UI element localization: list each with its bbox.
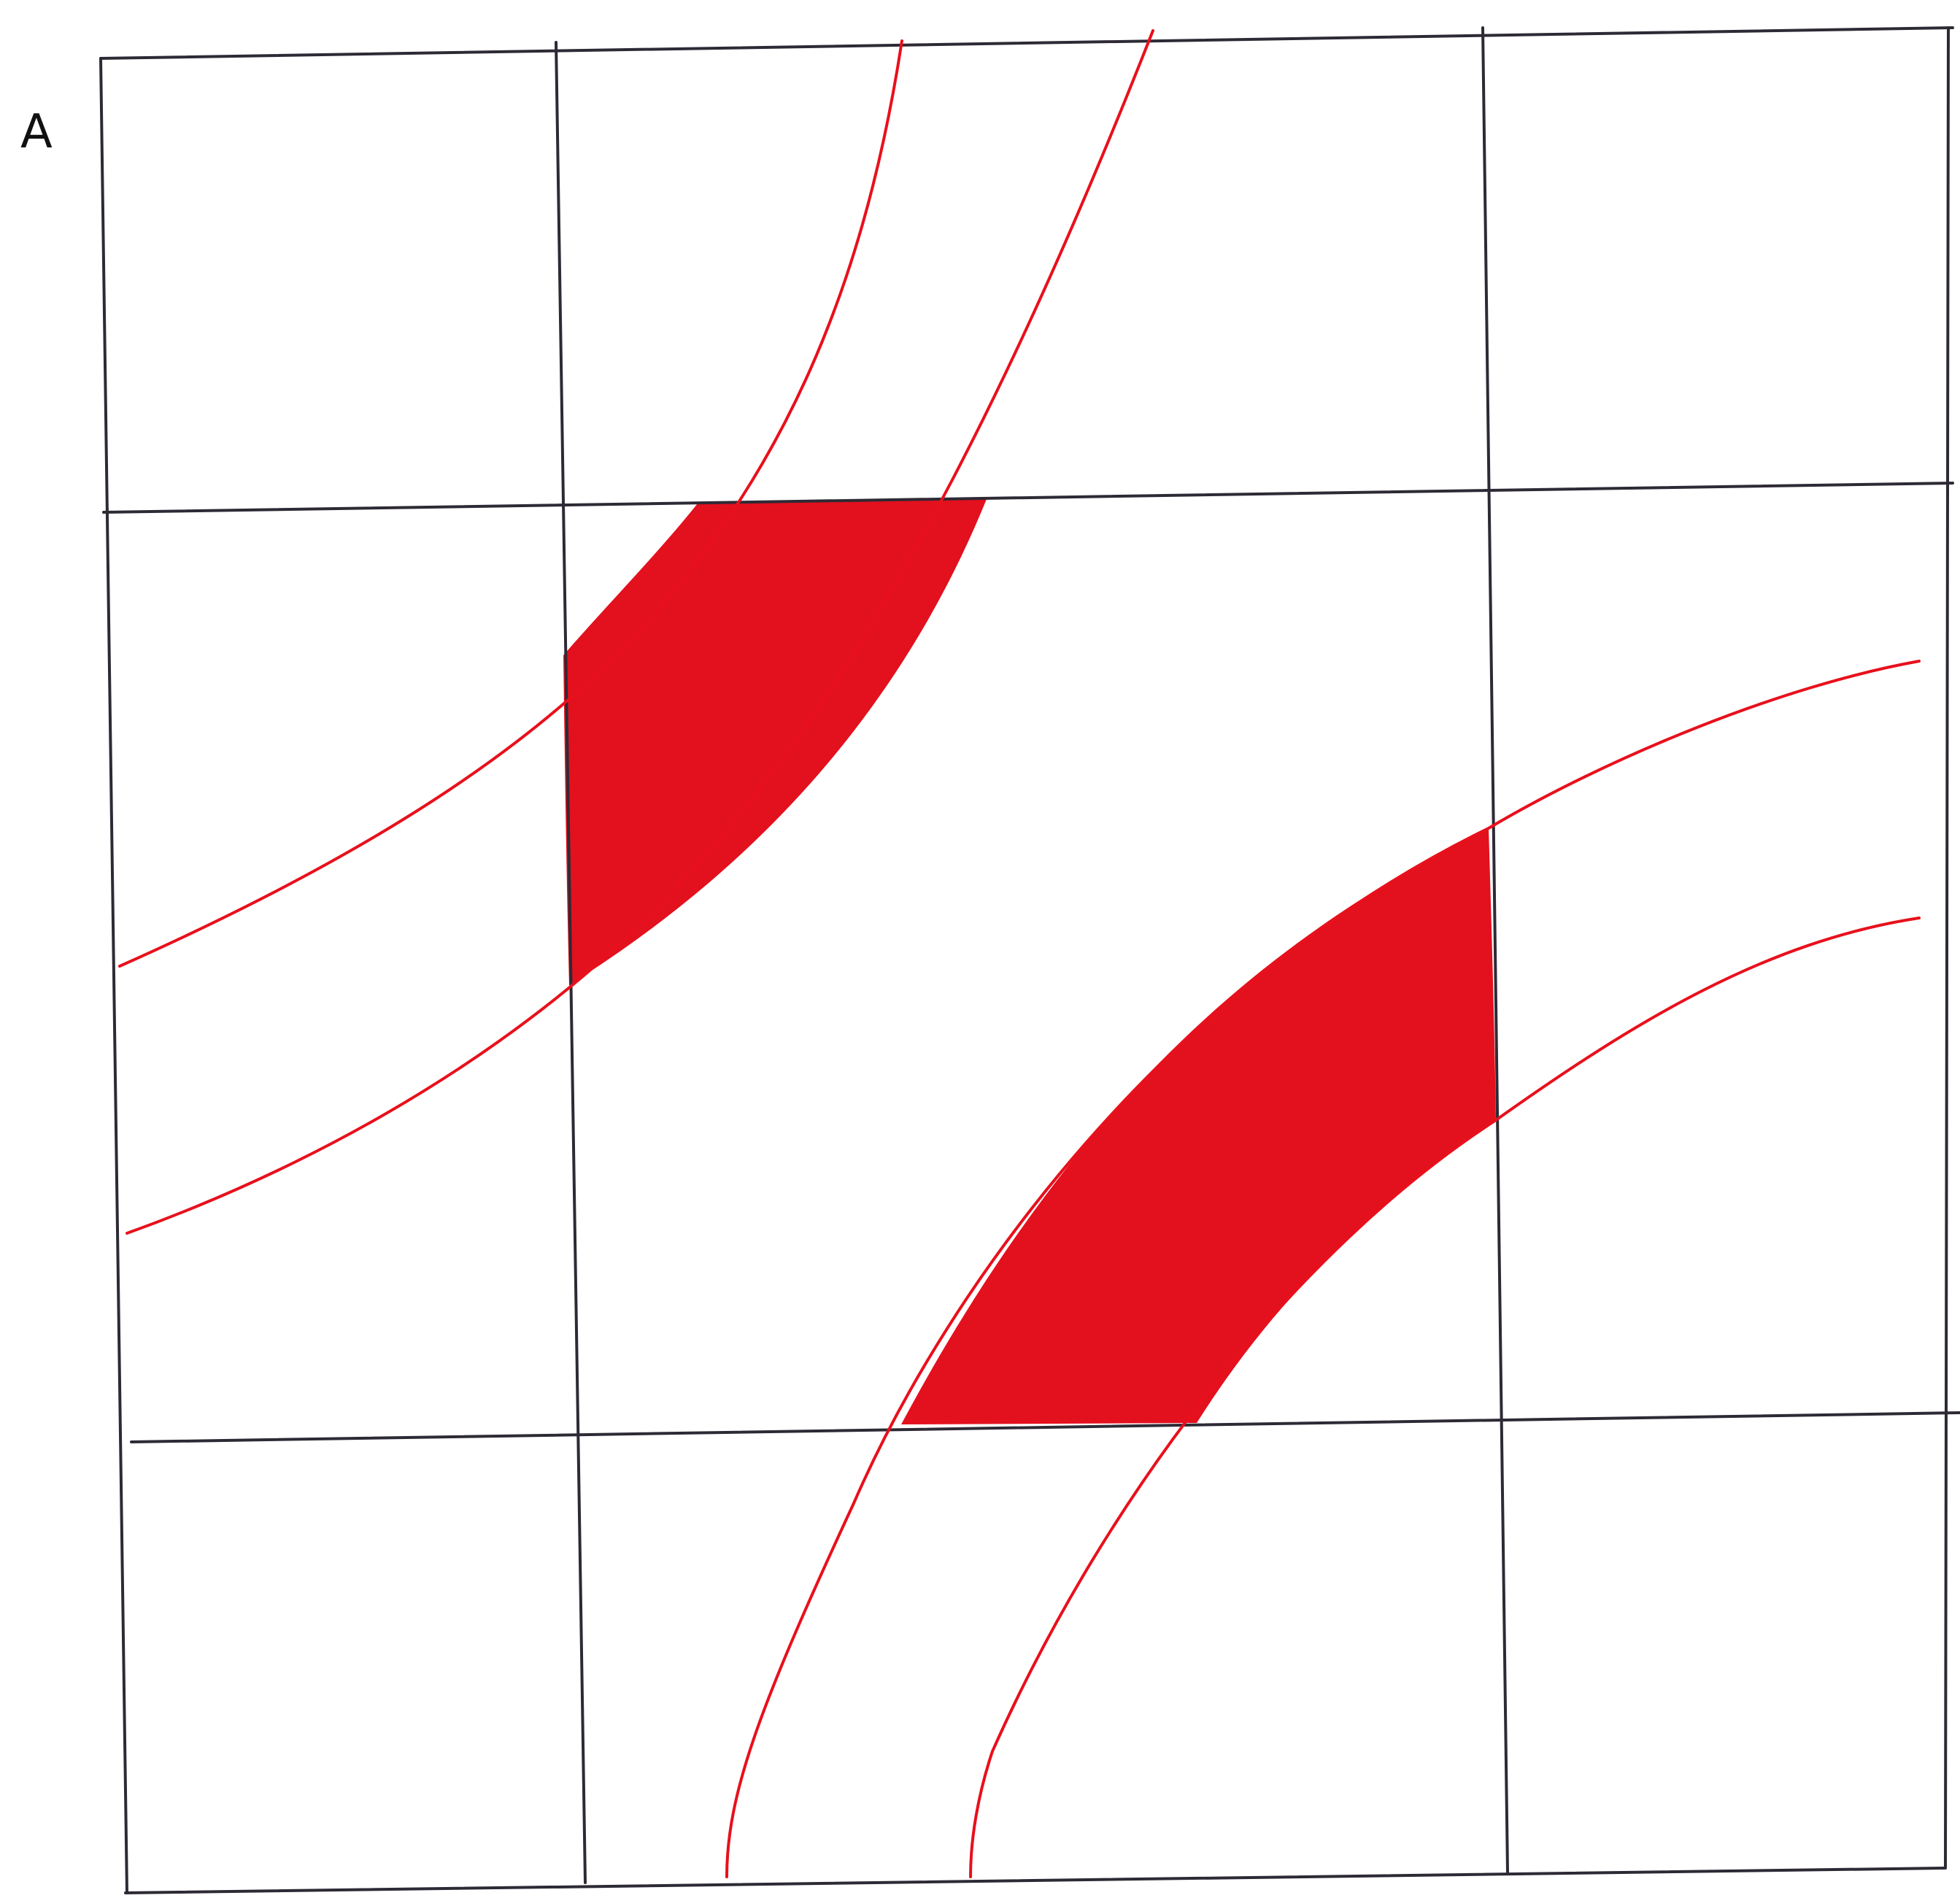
grid-line-h1 — [99, 26, 1954, 60]
grid-line-h4 — [124, 1867, 1945, 1894]
filled-region-lower-right — [901, 828, 1496, 1424]
grid-line-h2 — [102, 482, 1954, 514]
grid-line-v4 — [1944, 26, 1950, 1870]
grid-line-v1 — [99, 57, 128, 1894]
band-curve-lower-right-inner — [725, 660, 1921, 1878]
band-curves — [118, 29, 1921, 1878]
grid-line-v3 — [1481, 26, 1509, 1874]
band-curve-lower-right-outer — [969, 917, 1921, 1878]
band-curve-upper-left-inner — [118, 39, 903, 968]
filled-region-upper-left — [563, 499, 987, 985]
band-curve-upper-left-outer — [126, 29, 1154, 1235]
grid-lines — [99, 26, 1960, 1894]
grid-line-h3 — [130, 1411, 1960, 1443]
panel-label: A — [20, 105, 53, 159]
grid-line-v2 — [555, 41, 587, 1884]
